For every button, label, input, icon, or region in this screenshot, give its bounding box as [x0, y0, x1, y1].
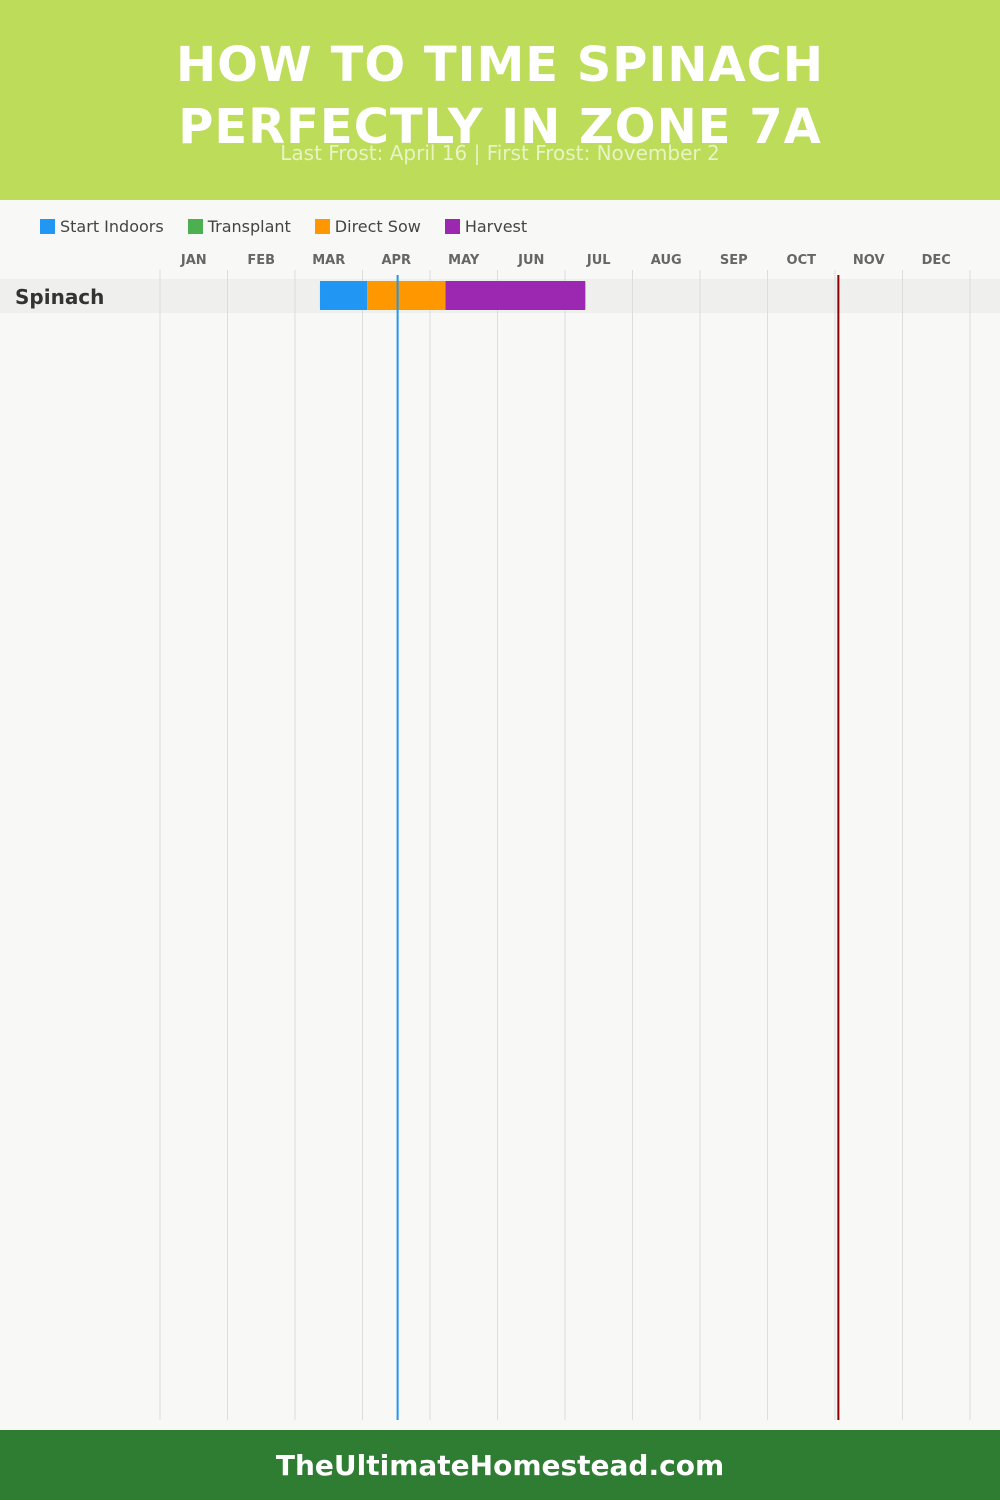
month-tick-label: MAY — [448, 253, 480, 268]
month-tick-label: NOV — [853, 253, 885, 268]
planting-calendar-chart: JAN FEB MAR APR MAY JUN JUL AUG SEP OCT NOV DEC Spin… — [15, 253, 971, 1420]
legend-item-harvest: Harvest — [444, 216, 528, 236]
crop-label: Spinach — [15, 285, 104, 309]
month-tick-label: DEC — [922, 253, 951, 268]
month-tick-label: FEB — [247, 253, 275, 268]
legend-label-transplant: Transplant — [207, 216, 291, 236]
legend-label-harvest: Harvest — [464, 216, 528, 236]
phase-bar-end-cap — [579, 281, 586, 310]
month-tick-label: JUL — [586, 253, 611, 268]
legend-swatch-transplant — [187, 218, 203, 234]
phase-bar-harvest — [445, 281, 586, 310]
month-tick-label: AUG — [651, 253, 682, 268]
phase-bar-direct-sow — [367, 281, 446, 310]
page-title: HOW TO TIME SPINACH PERFECTLY IN ZONE 7A — [0, 34, 1000, 158]
month-tick-label: SEP — [720, 253, 748, 268]
legend-item-start-indoors: Start Indoors — [40, 217, 164, 236]
legend-swatch-start-indoors — [40, 218, 55, 234]
footer-banner: TheUltimateHomestead.com — [0, 1430, 1000, 1500]
legend-item-direct-sow: Direct Sow — [314, 216, 421, 236]
legend-label-direct-sow: Direct Sow — [334, 216, 421, 236]
legend-swatch-direct-sow — [314, 218, 330, 234]
header-banner: HOW TO TIME SPINACH PERFECTLY IN ZONE 7A… — [0, 0, 1000, 200]
chart-legend: Start Indoors Transplant Direct Sow Harv… — [40, 213, 551, 239]
title-line-1: HOW TO TIME SPINACH — [175, 37, 825, 93]
legend-label-start-indoors: Start Indoors — [60, 216, 164, 236]
month-tick-label: OCT — [787, 253, 817, 268]
title-line-2: PERFECTLY IN ZONE 7A — [178, 99, 822, 155]
month-tick-label: JUN — [517, 253, 544, 268]
site-url[interactable]: TheUltimateHomestead.com — [275, 1448, 725, 1482]
month-tick-label: MAR — [312, 253, 345, 268]
phase-bar-start-cap — [319, 281, 326, 310]
legend-swatch-harvest — [444, 218, 460, 234]
month-tick-label: APR — [381, 253, 411, 268]
legend-item-transplant: Transplant — [187, 216, 291, 236]
phase-bar-start-indoors — [319, 281, 368, 310]
month-tick-label: JAN — [180, 253, 207, 268]
frost-dates-subtitle: Last Frost: April 16 | First Frost: Nove… — [280, 141, 720, 165]
